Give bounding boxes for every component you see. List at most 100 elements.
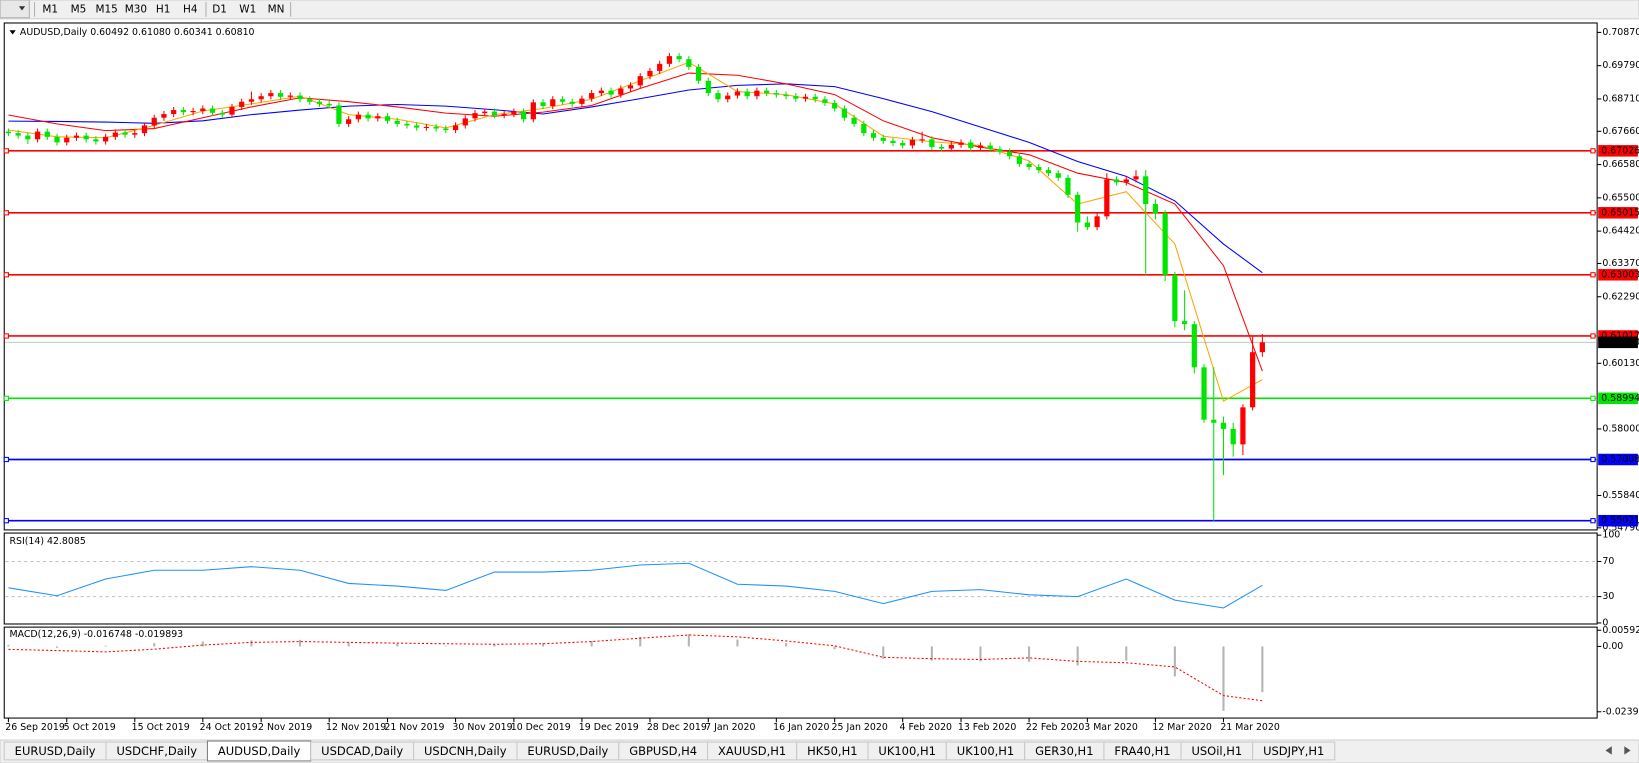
timeframe-button[interactable] [39, 0, 62, 18]
candle-body [54, 136, 60, 143]
candle-body [657, 63, 663, 71]
scroll-left[interactable] [1605, 746, 1612, 755]
tab-label[interactable]: UK100,H1 [878, 744, 935, 758]
timeframe-label[interactable]: H1 [156, 3, 171, 15]
timeframe-label[interactable]: MN [268, 3, 285, 15]
x-tick-label: 12 Mar 2020 [1152, 722, 1212, 733]
timeframe-button[interactable] [263, 0, 289, 18]
y-tick-label: 0.62290 [1602, 291, 1639, 302]
tab-label[interactable]: EURUSD,Daily [527, 744, 608, 758]
tab-label[interactable]: USOil,H1 [1191, 744, 1242, 758]
candle-body [472, 113, 478, 119]
candle-body [1220, 422, 1227, 429]
timeframe-label[interactable]: M1 [42, 3, 58, 15]
candle-body [715, 93, 721, 100]
rsi-panel [3, 532, 1598, 625]
tab-label[interactable]: EURUSD,Daily [15, 744, 96, 758]
candle-body [890, 140, 896, 144]
timeframe-button[interactable] [66, 0, 91, 18]
candle-body [34, 131, 41, 140]
tab-label[interactable]: AUDUSD,Daily [218, 744, 301, 758]
candle-body [1143, 176, 1149, 205]
x-tick-label: 21 Mar 2020 [1220, 722, 1280, 733]
symbol-arrow [9, 30, 16, 35]
timeframe-button[interactable] [236, 0, 259, 18]
candle-body [783, 94, 789, 97]
x-tick-label: 2 Nov 2019 [258, 722, 312, 733]
candle-body [209, 108, 216, 113]
candle-body [666, 56, 673, 64]
tab-label[interactable]: GBPUSD,H4 [629, 744, 697, 758]
candle-body [1026, 163, 1032, 168]
candle-body [997, 149, 1003, 152]
timeframe-label[interactable]: M5 [71, 3, 87, 15]
level-label: 0.67026 [1601, 145, 1639, 156]
tab-label[interactable]: USDJPY,H1 [1263, 744, 1324, 758]
candle-body [627, 85, 634, 89]
rsi-title: RSI(14) 42.8085 [9, 536, 85, 547]
candle-body [297, 95, 303, 100]
candle-body [598, 90, 604, 94]
candle-body [734, 91, 741, 96]
timeframe-button[interactable] [152, 0, 175, 18]
timeframe-label[interactable]: W1 [239, 3, 256, 15]
level-handle [1590, 456, 1596, 463]
timeframe-button[interactable] [179, 0, 202, 18]
timeframe-label[interactable]: M30 [125, 3, 147, 15]
toolbar-menu[interactable] [0, 0, 30, 19]
tab-label[interactable]: GER30,H1 [1035, 744, 1093, 758]
level-handle [1590, 518, 1596, 524]
timeframe-button[interactable] [208, 0, 231, 18]
rsi-line [8, 562, 1263, 609]
candle-body [530, 102, 536, 120]
candle-body [1172, 274, 1178, 322]
timeframe-button[interactable] [122, 0, 150, 18]
scroll-right[interactable] [1624, 746, 1631, 755]
candle-body [793, 96, 799, 99]
candle-body [277, 93, 284, 97]
timeframe-label[interactable]: D1 [212, 3, 227, 15]
candle-body [705, 80, 711, 94]
candle-body [258, 96, 264, 100]
candle-body [618, 88, 624, 95]
candle-body [491, 111, 498, 116]
candle-body [248, 99, 255, 102]
candle-body [287, 95, 293, 97]
rsi-tick-label: 70 [1602, 556, 1614, 567]
candle-body [375, 116, 381, 119]
candle-body [200, 108, 206, 111]
candle-body [695, 66, 702, 81]
chart-layer: M1 M5 M15 M30 H1 H4 D1 W1 MN 0.70870 0.69790 0.6871… [3, 0, 1639, 762]
candle-body [336, 105, 342, 124]
candle-body [1240, 407, 1246, 445]
tab-label[interactable]: XAUUSD,H1 [718, 744, 786, 758]
level-handle [1590, 395, 1596, 401]
tab-label[interactable]: UK100,H1 [957, 744, 1014, 758]
candle-body [326, 103, 332, 106]
timeframe-label[interactable]: M15 [96, 3, 118, 15]
timeframe-button[interactable] [93, 0, 120, 18]
timeframe-label[interactable]: H4 [183, 3, 198, 15]
x-tick-label: 12 Nov 2019 [326, 722, 386, 733]
level-label: 0.65015 [1601, 207, 1639, 218]
tab-label[interactable]: USDCNH,Daily [424, 744, 507, 758]
level-label-box [1598, 145, 1638, 157]
rsi-tick-label: 100 [1602, 530, 1620, 541]
candle-body [433, 126, 439, 129]
y-tick-label: 0.58000 [1602, 423, 1639, 434]
tab-label[interactable]: HK50,H1 [807, 744, 857, 758]
tab-label[interactable]: USDCHF,Daily [116, 744, 197, 758]
level-label-box [1598, 330, 1638, 342]
tab-label[interactable]: USDCAD,Daily [321, 744, 403, 758]
candle-body [1259, 342, 1265, 353]
candle-body [802, 96, 809, 99]
tab[interactable] [1252, 741, 1336, 761]
candle-body [511, 111, 517, 115]
candle-body [938, 147, 945, 149]
candle-body [1094, 216, 1100, 228]
tab-label[interactable]: FRA40,H1 [1114, 744, 1170, 758]
candle-body [384, 116, 391, 121]
level-handle [1590, 210, 1596, 216]
